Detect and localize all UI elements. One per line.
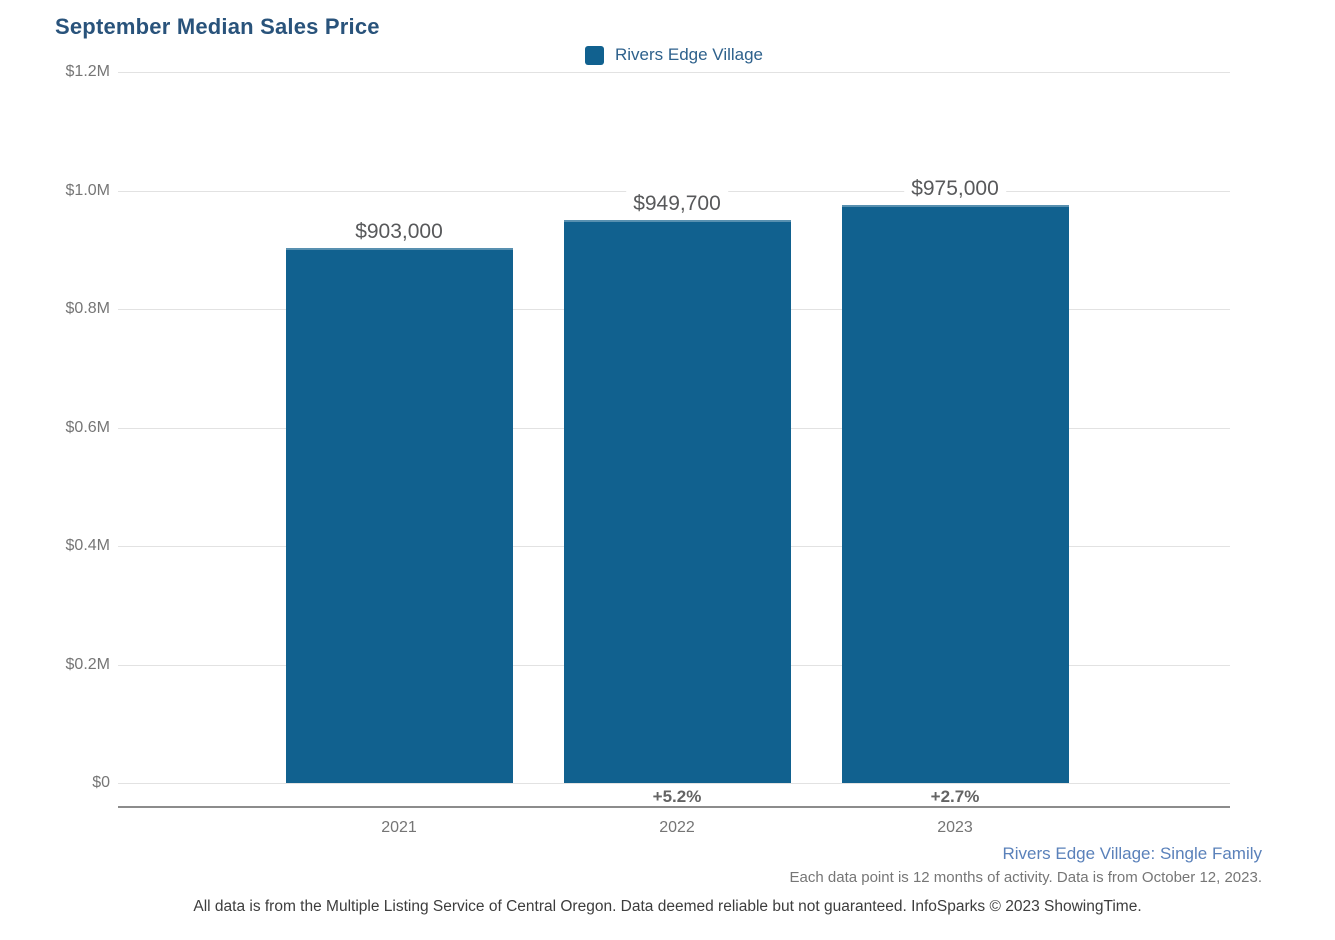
- bar-value-label: $975,000: [904, 176, 1006, 202]
- x-axis-line: [118, 806, 1230, 808]
- yoy-change-label: +5.2%: [652, 787, 702, 806]
- y-axis-tick-label: $0.6M: [65, 419, 110, 436]
- bar-2023[interactable]: [842, 205, 1069, 783]
- legend-swatch-icon: [584, 45, 604, 65]
- footer-data-note: Each data point is 12 months of activity…: [789, 869, 1262, 886]
- bar-value-label: $949,700: [626, 191, 728, 217]
- chart-title: September Median Sales Price: [55, 14, 380, 39]
- x-axis-label: 2021: [381, 819, 417, 836]
- y-axis-tick-label: $1.0M: [65, 182, 110, 199]
- y-axis-tick-label: $0.8M: [65, 300, 110, 317]
- gridline: [118, 72, 1230, 73]
- x-axis-label: 2022: [659, 819, 695, 836]
- y-axis-tick-label: $1.2M: [65, 63, 110, 80]
- legend: Rivers Edge Village: [118, 44, 1230, 66]
- bar-value-label: $903,000: [348, 219, 450, 245]
- y-axis-tick-label: $0.2M: [65, 656, 110, 673]
- footer-disclaimer: All data is from the Multiple Listing Se…: [193, 898, 1142, 915]
- y-axis-tick-label: $0.4M: [65, 537, 110, 554]
- gridline: [118, 783, 1230, 784]
- bar-2021[interactable]: [286, 248, 513, 783]
- footer-segment-link[interactable]: Rivers Edge Village: Single Family: [1002, 844, 1262, 863]
- legend-series-label: Rivers Edge Village: [614, 45, 764, 64]
- x-axis-label: 2023: [937, 819, 973, 836]
- y-axis-tick-label: $0: [92, 774, 110, 791]
- bar-2022[interactable]: [564, 220, 791, 783]
- yoy-change-label: +2.7%: [930, 787, 980, 806]
